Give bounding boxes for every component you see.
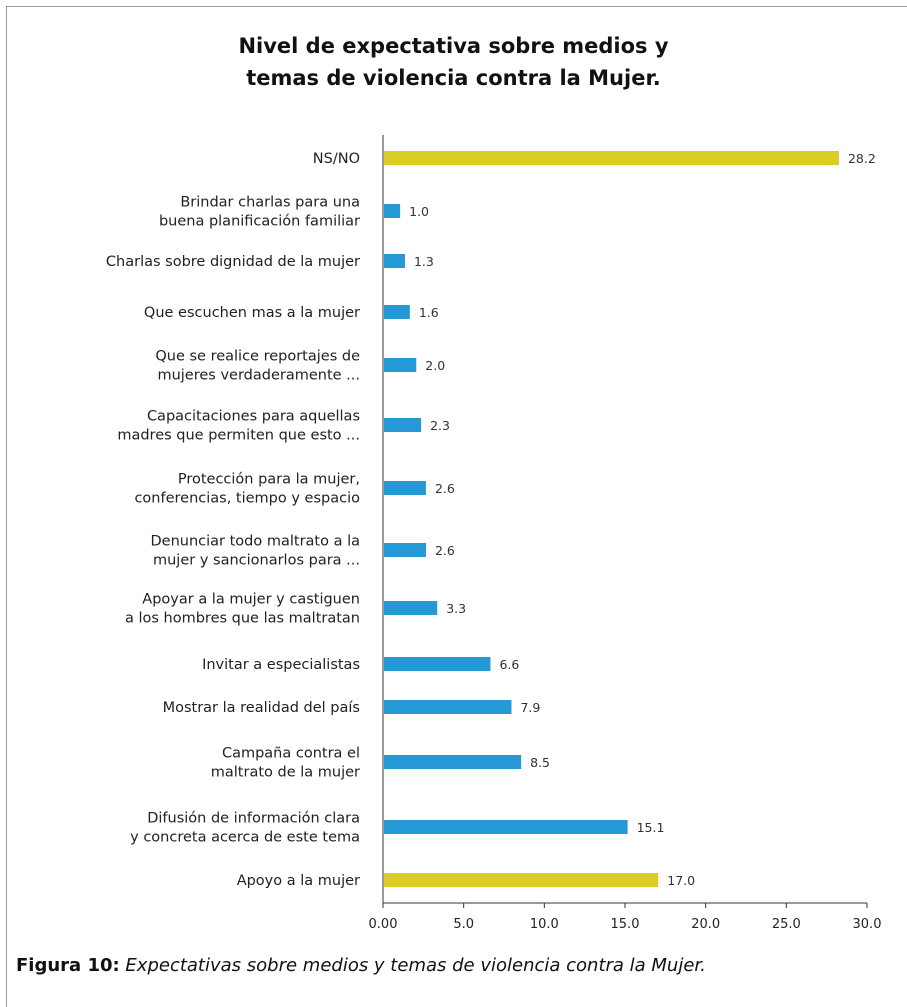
x-tick-label: 0.00 <box>369 917 398 932</box>
category-label-line: Brindar charlas para una <box>180 195 360 211</box>
value-label: 8.5 <box>530 755 550 770</box>
category-label-line: Que escuchen mas a la mujer <box>144 305 360 321</box>
category-label: Protección para la mujer, conferencias, t… <box>134 472 360 507</box>
caption-text: Expectativas sobre medios y temas de vio… <box>119 955 706 976</box>
bar-chart: 0.00 5.0 10.0 15.0 20.0 25.0 30.0 28.2 NS/NO 1.0 B… <box>106 135 882 932</box>
value-label: 7.9 <box>520 700 540 715</box>
category-label: Campaña contra el maltrato de la mujer <box>211 746 360 781</box>
bar-6 <box>384 418 422 432</box>
category-label-line: NS/NO <box>313 151 360 167</box>
category-label: Apoyar a la mujer y castiguen a los hombr… <box>125 592 360 627</box>
category-label-line: conferencias, tiempo y espacio <box>134 491 360 507</box>
figure-caption: Figura 10: Expectativas sobre medios y t… <box>16 955 706 976</box>
value-label: 28.2 <box>848 151 876 166</box>
category-label: Mostrar la realidad del país <box>163 700 360 716</box>
category-label-line: mujer y sancionarlos para ... <box>153 553 360 569</box>
category-label-line: maltrato de la mujer <box>211 765 360 781</box>
x-tick-label: 20.0 <box>691 917 720 932</box>
x-tick-label: 15.0 <box>611 917 640 932</box>
category-label-line: Mostrar la realidad del país <box>163 700 360 716</box>
category-label-line: Invitar a especialistas <box>202 657 360 673</box>
category-label-line: buena planificación familiar <box>159 214 360 230</box>
value-label: 2.6 <box>435 481 455 496</box>
bar-14 <box>384 873 659 887</box>
bar-10 <box>384 657 491 671</box>
category-label: Denunciar todo maltrato a la mujer y sanc… <box>151 534 361 569</box>
value-label: 1.0 <box>409 204 429 219</box>
category-label: Que se realice reportajes de mujeres verd… <box>155 349 360 384</box>
value-label: 6.6 <box>499 657 519 672</box>
bar-1 <box>384 151 839 165</box>
x-tick-label: 10.0 <box>530 917 559 932</box>
bar-8 <box>384 543 426 557</box>
bar-13 <box>384 820 628 834</box>
value-label: 17.0 <box>667 873 695 888</box>
category-label-line: Charlas sobre dignidad de la mujer <box>106 254 360 270</box>
chart-title: Nivel de expectativa sobre medios y tema… <box>238 34 669 90</box>
bar-9 <box>384 601 438 615</box>
value-label: 2.6 <box>435 543 455 558</box>
category-label: Brindar charlas para una buena planificac… <box>159 195 360 230</box>
category-label-line: Capacitaciones para aquellas <box>147 409 360 425</box>
bar-7 <box>384 481 426 495</box>
category-label-line: Apoyo a la mujer <box>237 873 360 889</box>
category-label-line: Campaña contra el <box>222 746 360 762</box>
category-label: Difusión de información clara y concreta … <box>130 811 360 846</box>
bar-12 <box>384 755 522 769</box>
category-label-line: Apoyar a la mujer y castiguen <box>142 592 360 608</box>
bar-2 <box>384 204 401 218</box>
category-label-line: y concreta acerca de este tema <box>130 830 360 846</box>
category-label: NS/NO <box>313 151 360 167</box>
category-label: Charlas sobre dignidad de la mujer <box>106 254 360 270</box>
chart-frame <box>6 6 907 1007</box>
x-tick-label: 25.0 <box>772 917 801 932</box>
category-label-line: madres que permiten que esto ... <box>117 428 360 444</box>
bar-4 <box>384 305 410 319</box>
category-label-line: Que se realice reportajes de <box>155 349 360 365</box>
value-label: 1.6 <box>419 305 439 320</box>
category-label-line: mujeres verdaderamente ... <box>157 368 360 384</box>
bar-11 <box>384 700 512 714</box>
value-label: 15.1 <box>637 820 665 835</box>
x-tick-label: 5.0 <box>453 917 474 932</box>
category-label: Que escuchen mas a la mujer <box>144 305 360 321</box>
value-label: 3.3 <box>446 601 466 616</box>
category-label: Invitar a especialistas <box>202 657 360 673</box>
caption-label: Figura 10: <box>16 955 120 976</box>
category-label-line: Denunciar todo maltrato a la <box>151 534 361 550</box>
x-tick-label: 30.0 <box>853 917 882 932</box>
bar-3 <box>384 254 405 268</box>
category-label-line: Protección para la mujer, <box>178 472 360 488</box>
category-label: Apoyo a la mujer <box>237 873 360 889</box>
value-label: 2.0 <box>425 358 445 373</box>
value-label: 1.3 <box>414 254 434 269</box>
value-label: 2.3 <box>430 418 450 433</box>
category-label-line: a los hombres que las maltratan <box>125 611 360 627</box>
category-label-line: Difusión de información clara <box>147 811 360 827</box>
category-label: Capacitaciones para aquellas madres que p… <box>117 409 360 444</box>
bar-5 <box>384 358 417 372</box>
